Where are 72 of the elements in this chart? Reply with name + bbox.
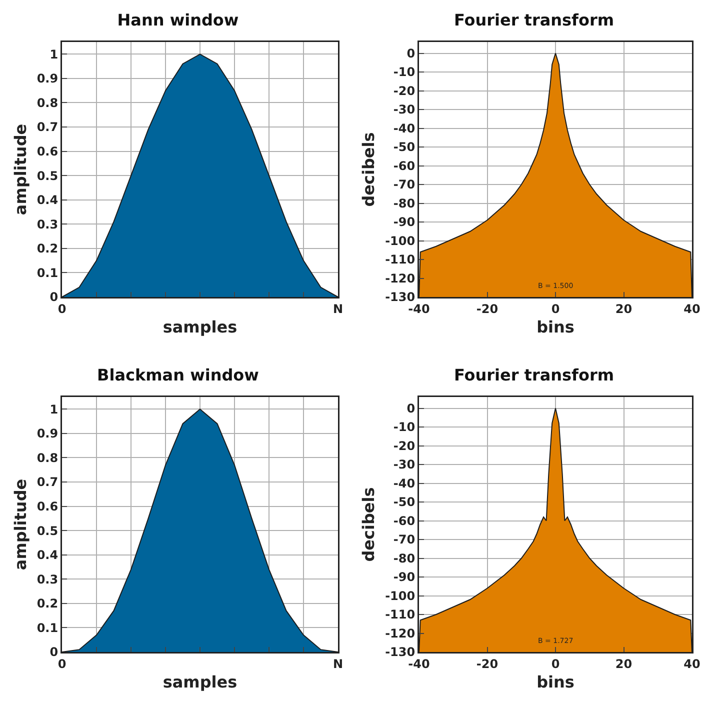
- y-tick-label: 0: [50, 645, 58, 660]
- y-tick-label: 0.6: [36, 499, 58, 514]
- y-tick-label: 0: [406, 46, 416, 60]
- y-tick-label: 0.4: [36, 548, 58, 562]
- x-axis-title: samples: [162, 317, 238, 336]
- y-tick-label: -80: [393, 551, 416, 566]
- y-tick-label: 0.3: [36, 572, 58, 586]
- y-tick-label: 1: [50, 402, 58, 416]
- y-tick-label: 0.2: [36, 242, 58, 256]
- y-tick-label: -40: [393, 121, 416, 136]
- y-axis-title: amplitude: [10, 124, 30, 216]
- y-tick-label: 0.2: [36, 596, 58, 611]
- y-tick-label: -60: [393, 514, 416, 528]
- chart-title: Fourier transform: [454, 365, 614, 384]
- y-tick-label: -120: [385, 271, 416, 286]
- x-tick-label: -20: [476, 656, 498, 671]
- x-tick-label: 20: [615, 656, 632, 671]
- y-axis-title: decibels: [359, 487, 378, 562]
- x-axis-title: samples: [162, 672, 238, 692]
- x-tick-label: 40: [684, 656, 700, 671]
- chart-title: Blackman window: [97, 365, 260, 384]
- y-tick-label: -80: [393, 196, 416, 210]
- y-tick-label: -50: [393, 495, 416, 510]
- y-tick-label: -130: [385, 290, 416, 304]
- y-tick-label: 0.7: [36, 120, 58, 134]
- y-tick-label: 0.7: [36, 475, 58, 490]
- y-tick-label: 0.5: [36, 524, 58, 538]
- y-tick-label: -60: [393, 158, 416, 173]
- y-tick-label: 1: [50, 47, 58, 62]
- y-tick-label: -10: [393, 65, 416, 80]
- y-tick-label: -110: [385, 608, 416, 622]
- y-tick-label: 0.8: [36, 96, 58, 110]
- x-tick-label: 0: [551, 656, 560, 671]
- x-axis-title: bins: [536, 672, 574, 692]
- x-tick-label: N: [332, 302, 344, 316]
- x-tick-label: -20: [476, 302, 498, 316]
- y-tick-label: -50: [393, 140, 416, 154]
- y-tick-label: -100: [385, 234, 416, 248]
- y-tick-label: -100: [385, 588, 416, 603]
- x-tick-label: 40: [684, 302, 700, 316]
- y-tick-label: -70: [393, 178, 416, 192]
- y-tick-label: 0: [50, 290, 58, 304]
- y-tick-label: -130: [385, 645, 416, 660]
- y-tick-label: -20: [393, 84, 416, 98]
- y-tick-label: 0.3: [36, 217, 58, 232]
- y-tick-label: -10: [393, 420, 416, 434]
- y-tick-label: 0.5: [36, 168, 58, 183]
- chart-title: Hann window: [117, 10, 239, 30]
- y-tick-label: -90: [393, 215, 416, 230]
- y-tick-label: -30: [393, 458, 416, 472]
- x-tick-label: N: [332, 656, 344, 671]
- y-axis-title: amplitude: [10, 478, 30, 570]
- y-tick-label: -120: [385, 626, 416, 640]
- chart-title: Fourier transform: [454, 10, 614, 30]
- x-tick-label: 0: [551, 302, 560, 316]
- y-tick-label: -70: [393, 532, 416, 547]
- y-tick-label: -30: [393, 102, 416, 117]
- y-tick-label: 0.4: [36, 193, 58, 208]
- y-axis-title: decibels: [359, 132, 378, 207]
- y-tick-label: 0.9: [36, 72, 58, 86]
- y-tick-label: 0.6: [36, 144, 58, 158]
- y-tick-label: -40: [393, 476, 416, 490]
- y-tick-label: -20: [393, 438, 416, 453]
- y-tick-label: 0: [406, 401, 416, 416]
- y-tick-label: -110: [385, 252, 416, 267]
- y-tick-label: 0.1: [36, 620, 58, 635]
- x-axis-title: bins: [536, 317, 574, 336]
- y-tick-label: 0.8: [36, 450, 58, 465]
- y-tick-label: 0.1: [36, 266, 58, 280]
- y-tick-label: 0.9: [36, 426, 58, 441]
- y-tick-label: -90: [393, 570, 416, 584]
- x-tick-label: 20: [615, 302, 632, 316]
